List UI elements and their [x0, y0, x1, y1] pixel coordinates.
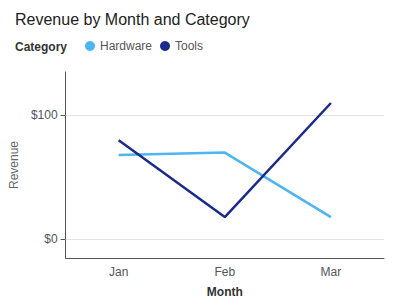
svg-text:Month: Month [207, 285, 243, 299]
svg-text:Revenue: Revenue [7, 141, 21, 189]
svg-text:Revenue by Month and Category: Revenue by Month and Category [15, 11, 250, 28]
svg-text:Tools: Tools [175, 39, 203, 53]
svg-text:$100: $100 [31, 108, 58, 122]
svg-text:Feb: Feb [214, 265, 235, 279]
svg-text:Hardware: Hardware [100, 39, 152, 53]
svg-text:$0: $0 [44, 232, 58, 246]
svg-text:Category: Category [15, 40, 67, 54]
svg-text:Jan: Jan [109, 265, 128, 279]
svg-text:Mar: Mar [321, 265, 342, 279]
